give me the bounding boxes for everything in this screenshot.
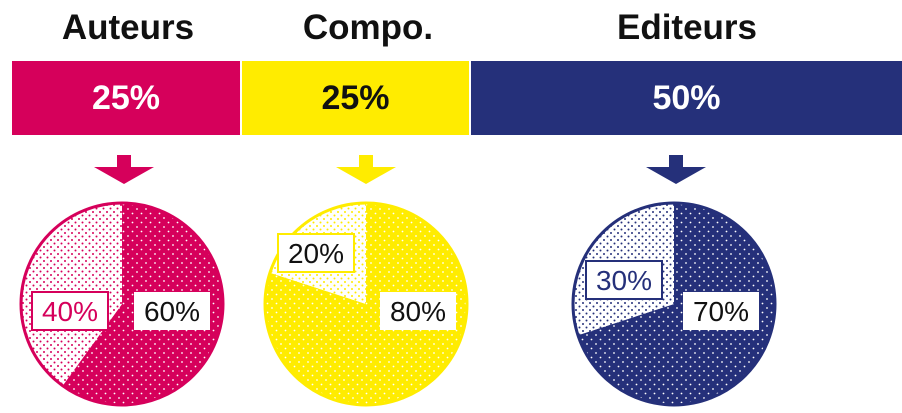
pie-slice-compo-0 [264,203,467,406]
pie-outline-auteurs [19,201,225,407]
pie-outline-compo [263,201,469,407]
share-label-editeurs: 50% [652,78,721,117]
pie-label-compo-0: 80% [390,296,446,327]
pie-label-editeurs-1: 30% [596,265,652,296]
pie-label-box-auteurs-0 [134,292,210,330]
pie-slice-editeurs-0 [577,203,775,406]
pie-label-auteurs-0: 60% [144,296,200,327]
pie-label-box-auteurs-1 [31,291,109,331]
title-editeurs: Editeurs [616,8,758,47]
arrow-compo [336,155,396,184]
pie-label-box-editeurs-0 [683,292,759,330]
pie-label-box-compo-1 [277,233,355,273]
pie-label-compo-1: 20% [288,238,344,269]
arrow-editeurs [646,155,706,184]
share-band-auteurs: 25% [12,61,240,135]
arrow-auteurs [94,155,154,184]
pie-label-editeurs-0: 70% [693,296,749,327]
pie-label-box-compo-0 [380,292,456,330]
pie-outline-editeurs [571,201,777,407]
pie-label-auteurs-1: 40% [42,296,98,327]
share-band-editeurs: 50% [471,61,902,135]
share-label-compo: 25% [321,78,390,117]
pie-label-box-editeurs-1 [585,260,663,300]
share-label-auteurs: 25% [91,78,161,117]
title-auteurs: Auteurs [61,8,195,47]
share-band-compo: 25% [242,61,469,135]
title-compo: Compo. [302,8,434,47]
